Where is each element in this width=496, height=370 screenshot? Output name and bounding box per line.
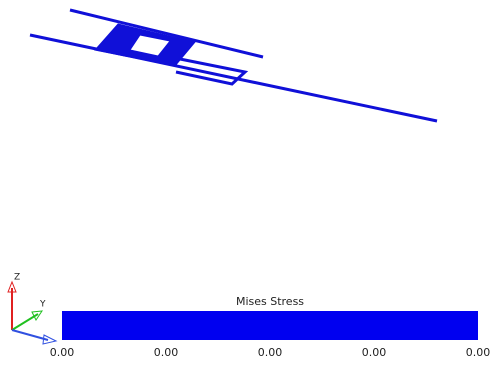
legend-label: 0.00 <box>50 346 75 359</box>
model <box>30 10 437 121</box>
beam-loop <box>175 58 245 84</box>
legend-label: 0.00 <box>258 346 283 359</box>
y-label: Y <box>39 300 46 310</box>
triad: Z Y <box>8 273 56 345</box>
plate <box>95 24 195 66</box>
viewport: Z Y Mises Stress 0.00 0.00 0.00 0.00 0.00 <box>0 0 496 366</box>
legend-ticks: 0.00 0.00 0.00 0.00 0.00 <box>50 346 491 359</box>
legend-title: Mises Stress <box>236 295 304 308</box>
legend-label: 0.00 <box>466 346 491 359</box>
color-bar <box>62 311 478 340</box>
z-label: Z <box>14 273 20 283</box>
x-axis <box>12 330 48 340</box>
beam-long <box>30 35 437 121</box>
legend-label: 0.00 <box>362 346 387 359</box>
legend-label: 0.00 <box>154 346 179 359</box>
